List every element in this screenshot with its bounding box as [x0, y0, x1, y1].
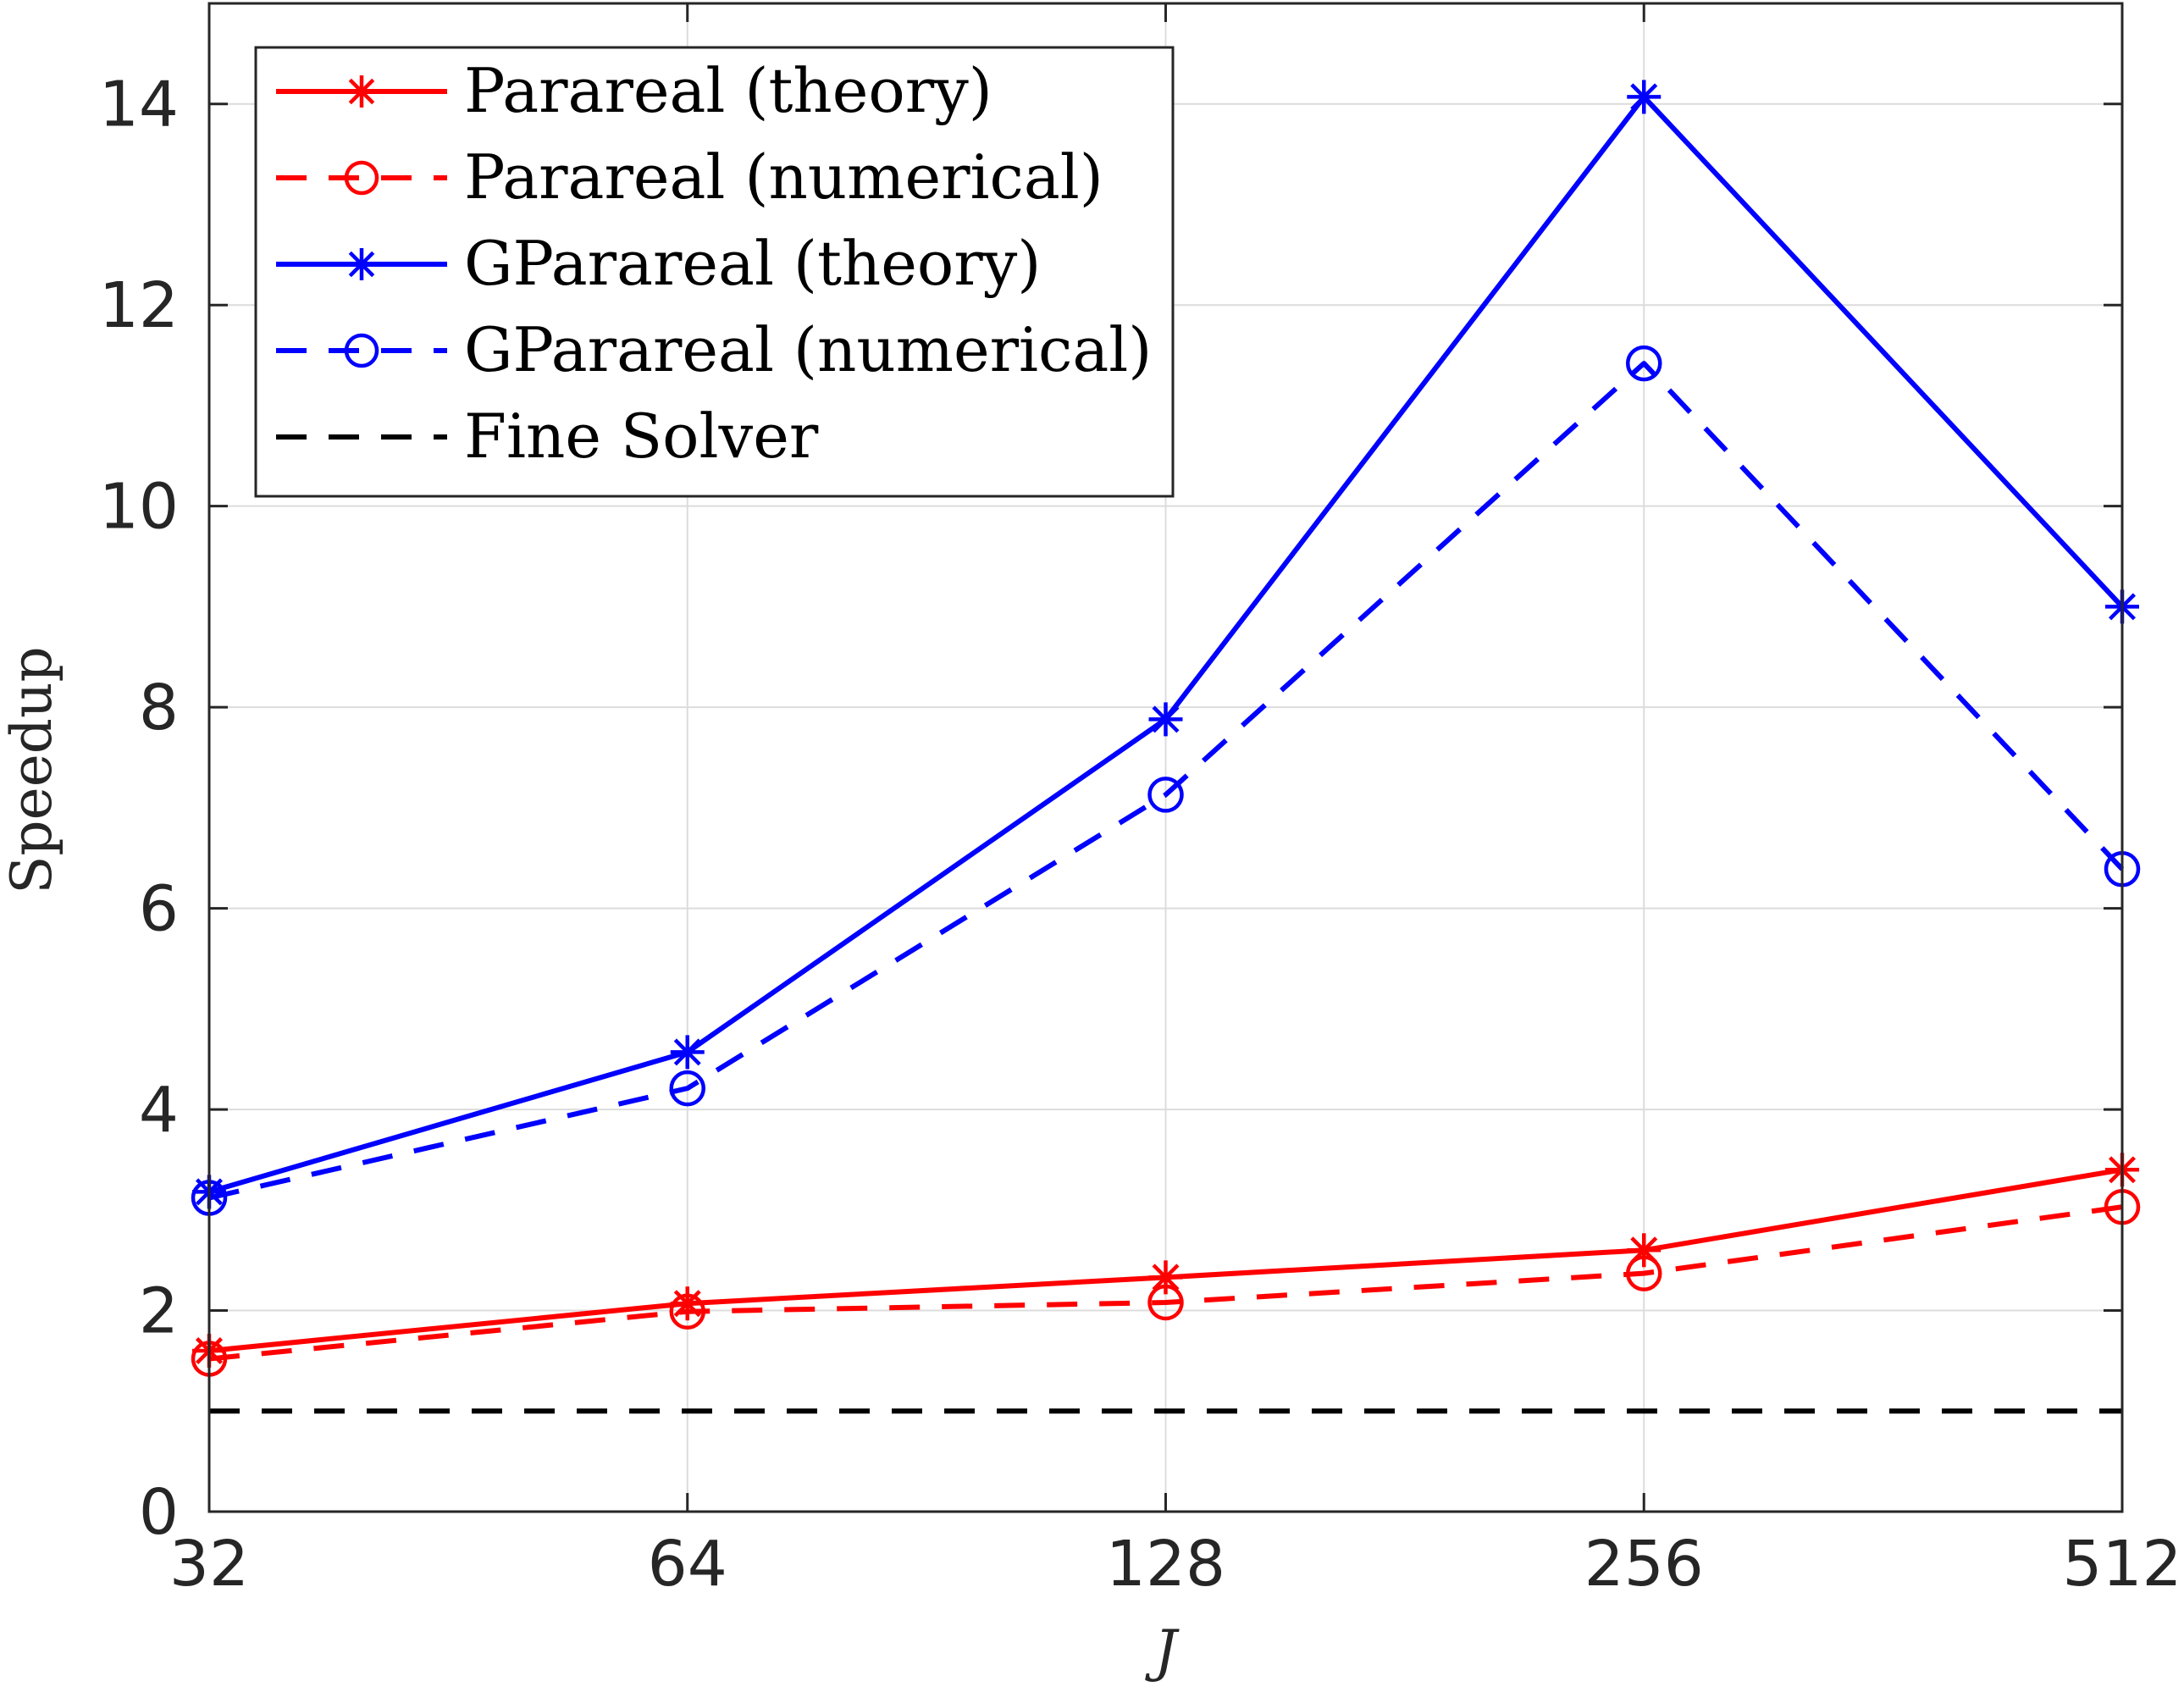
legend-item: GParareal (numerical)	[276, 314, 1152, 385]
circle-marker	[669, 1070, 705, 1107]
legend-label: Fine Solver	[464, 401, 819, 472]
legend-item: Parareal (numerical)	[276, 141, 1103, 213]
circle-marker	[344, 333, 379, 368]
legend-item: Fine Solver	[276, 401, 819, 472]
asterisk-marker	[1148, 1260, 1183, 1295]
y-tick-label: 2	[139, 1275, 179, 1348]
series-layer	[191, 80, 2141, 1414]
legend-item: Parareal (theory)	[276, 55, 992, 126]
legend-label: GParareal (theory)	[464, 228, 1041, 299]
x-axis-label: J	[1144, 1618, 1180, 1684]
y-tick-label: 4	[139, 1074, 179, 1147]
y-tick-label: 6	[139, 873, 179, 946]
y-tick-label: 10	[99, 471, 179, 544]
ticks: 32 64 128 256 512 0 2 4 6 8 10 12 14	[99, 3, 2182, 1601]
legend-item: GParareal (theory)	[276, 228, 1041, 299]
series-line	[208, 1204, 2123, 1362]
legend-label: Parareal (theory)	[464, 55, 992, 126]
x-tick-label: 32	[169, 1528, 249, 1601]
y-tick-label: 12	[99, 269, 179, 342]
circle-marker	[344, 160, 379, 196]
circle-marker	[1626, 345, 1662, 382]
y-tick-label: 14	[99, 69, 179, 141]
asterisk-marker	[346, 75, 378, 108]
legend-box	[254, 46, 1175, 498]
legend-label: Parareal (numerical)	[464, 141, 1103, 213]
x-tick-label: 128	[1106, 1528, 1225, 1601]
y-tick-label: 0	[139, 1476, 179, 1549]
legend: Parareal (theory) Parareal (numerical) GPa…	[254, 46, 1175, 498]
x-tick-label: 64	[648, 1528, 727, 1601]
y-tick-label: 8	[139, 672, 179, 744]
asterisk-marker	[670, 1286, 705, 1321]
legend-label: GParareal (numerical)	[464, 314, 1152, 385]
asterisk-marker	[1627, 80, 1661, 114]
asterisk-marker	[670, 1035, 705, 1070]
asterisk-marker	[1627, 1233, 1661, 1268]
asterisk-marker	[1148, 702, 1183, 737]
series-line	[208, 361, 2125, 1201]
asterisk-marker	[346, 248, 378, 280]
y-axis-label: Speedup	[0, 646, 64, 894]
circle-marker	[1147, 777, 1184, 813]
x-tick-label: 512	[2062, 1528, 2181, 1601]
x-tick-label: 256	[1584, 1528, 1704, 1601]
